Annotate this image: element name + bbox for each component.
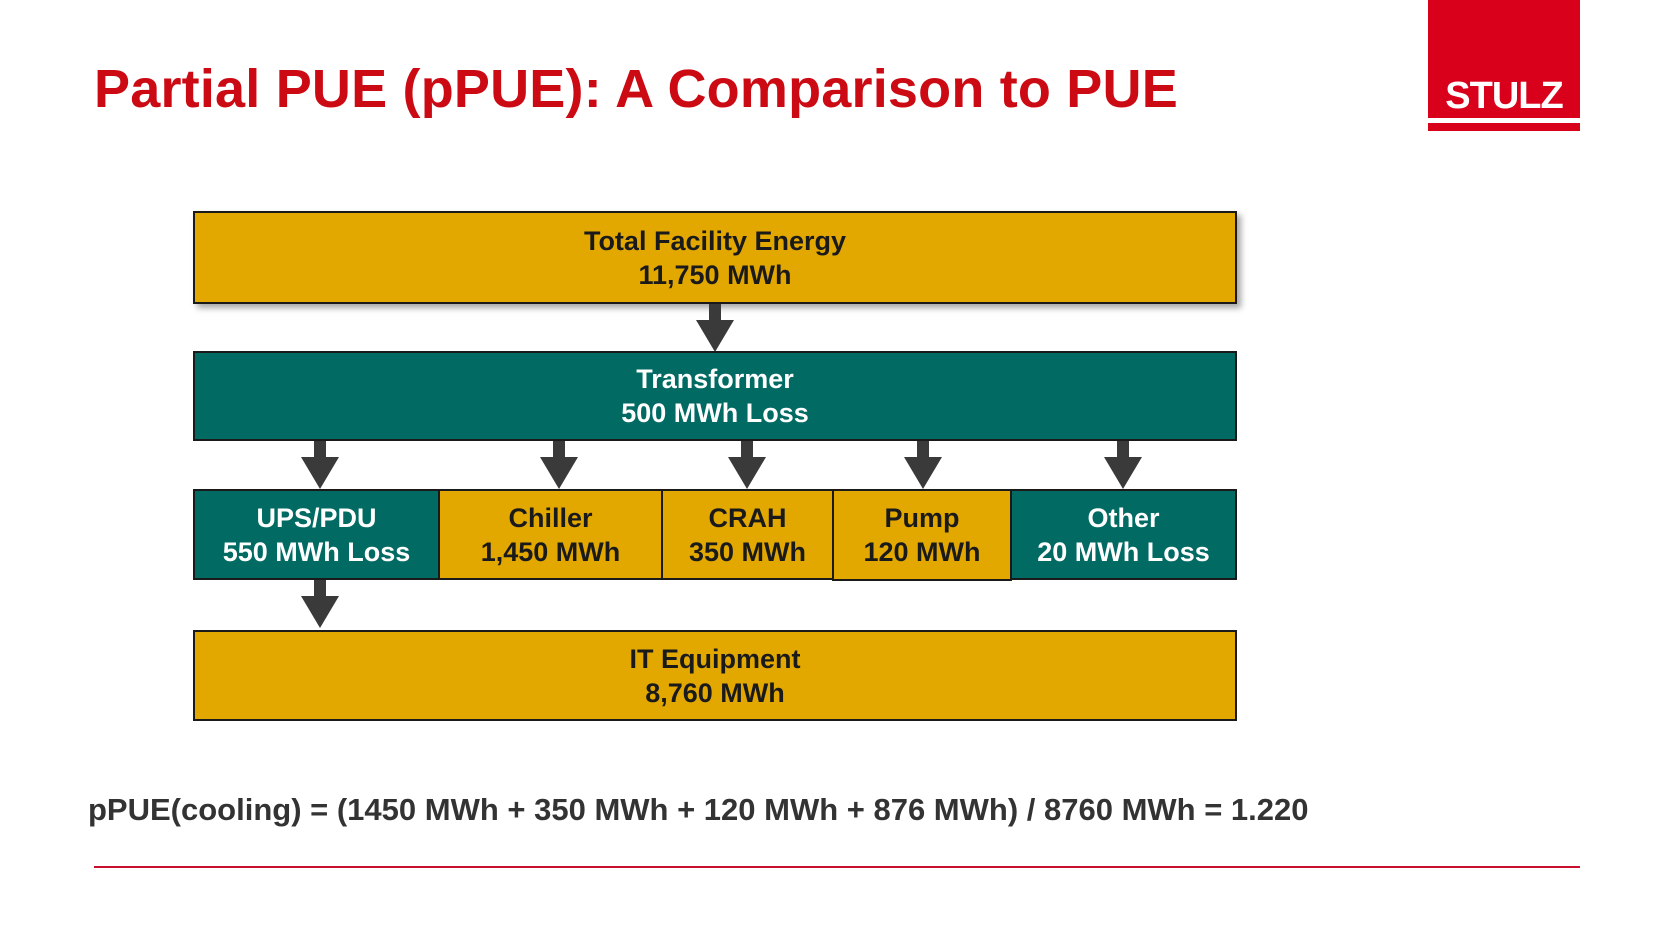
ups-pdu-box: UPS/PDU 550 MWh Loss xyxy=(193,489,440,580)
pump-label: Pump xyxy=(884,503,960,533)
down-arrow-icon xyxy=(904,441,942,489)
chiller-label: Chiller xyxy=(508,502,593,533)
crah-value: 350 MWh xyxy=(688,536,807,567)
total-facility-energy-box: Total Facility Energy 11,750 MWh xyxy=(193,211,1237,304)
transformer-label: Transformer xyxy=(636,364,794,394)
logo-stripe xyxy=(1428,118,1580,123)
footer-divider xyxy=(94,866,1580,868)
it-equipment-box: IT Equipment 8,760 MWh xyxy=(193,630,1237,721)
chiller-value: 1,450 MWh xyxy=(480,536,621,567)
ups-pdu-value: 550 MWh Loss xyxy=(222,536,411,567)
crah-box: CRAH 350 MWh xyxy=(661,489,834,580)
stulz-logo: STULZ xyxy=(1428,0,1580,131)
other-label: Other xyxy=(1087,502,1160,533)
down-arrow-icon xyxy=(540,441,578,489)
chiller-box: Chiller 1,450 MWh xyxy=(438,489,663,580)
ups-pdu-label: UPS/PDU xyxy=(256,502,377,533)
total-facility-label: Total Facility Energy xyxy=(583,225,847,256)
down-arrow-icon xyxy=(728,441,766,489)
other-box: Other 20 MWh Loss xyxy=(1010,489,1237,580)
pump-box: Pump 120 MWh xyxy=(832,489,1012,581)
ppue-formula: pPUE(cooling) = (1450 MWh + 350 MWh + 12… xyxy=(88,792,1309,827)
down-arrow-icon xyxy=(1104,441,1142,489)
down-arrow-icon xyxy=(696,304,734,352)
down-arrow-icon xyxy=(301,441,339,489)
transformer-value: 500 MWh Loss xyxy=(621,398,809,428)
logo-text: STULZ xyxy=(1445,75,1563,117)
it-equipment-value: 8,760 MWh xyxy=(645,677,785,708)
transformer-box: Transformer 500 MWh Loss xyxy=(193,351,1237,441)
slide-title: Partial PUE (pPUE): A Comparison to PUE xyxy=(94,59,1178,119)
other-value: 20 MWh Loss xyxy=(1037,536,1210,567)
crah-label: CRAH xyxy=(708,502,787,533)
pump-value: 120 MWh xyxy=(863,537,981,567)
it-equipment-label: IT Equipment xyxy=(629,643,801,674)
total-facility-value: 11,750 MWh xyxy=(638,259,792,290)
down-arrow-icon xyxy=(301,580,339,628)
